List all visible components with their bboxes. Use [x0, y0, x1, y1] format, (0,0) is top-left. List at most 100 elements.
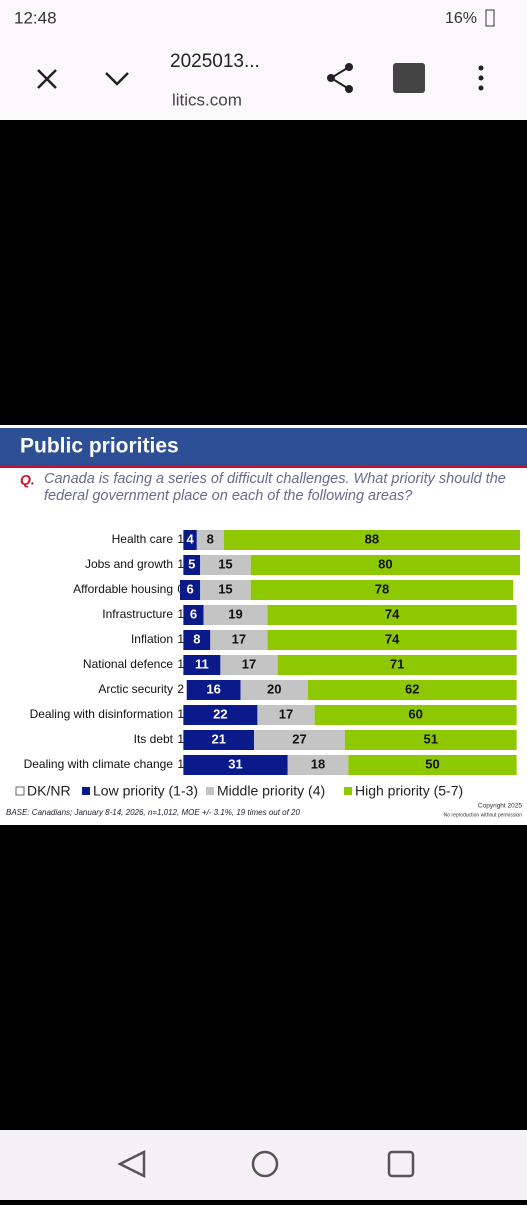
- question: Canada is facing a series of difficult c…: [44, 471, 506, 504]
- value-label: 2: [177, 682, 184, 696]
- bar-segment: [180, 680, 187, 700]
- legend-swatch: [206, 787, 214, 795]
- value-label: 17: [232, 631, 246, 646]
- value-label: 1: [177, 607, 184, 621]
- value-label: 17: [242, 656, 256, 671]
- value-label: 74: [385, 606, 400, 621]
- bar-segment: [200, 580, 251, 600]
- nav-bar: [0, 1130, 527, 1200]
- bar-segment: [240, 680, 308, 700]
- bar-segment: [180, 755, 184, 775]
- bar-segment: [180, 655, 184, 675]
- bar-segment: [196, 530, 224, 550]
- value-label: 18: [311, 756, 325, 771]
- value-label: 1: [177, 657, 184, 671]
- bar-segment: [200, 555, 251, 575]
- value-label: 62: [405, 681, 419, 696]
- category-label: Affordable housing: [73, 582, 173, 596]
- battery-icon: [485, 9, 495, 27]
- value-label: 17: [279, 706, 293, 721]
- value-label: 1: [177, 757, 184, 771]
- menu-button[interactable]: [478, 65, 484, 91]
- category-label: Arctic security: [98, 682, 173, 696]
- bar-segment: [183, 705, 258, 725]
- value-label: 19: [228, 606, 242, 621]
- category-label: Its debt: [134, 732, 174, 746]
- category-label: Infrastructure: [102, 607, 173, 621]
- category-label: Jobs and growth: [85, 557, 173, 571]
- value-label: 74: [385, 631, 400, 646]
- home-button[interactable]: [251, 1150, 279, 1178]
- bar-segment: [267, 605, 517, 625]
- legend-swatch: [82, 787, 90, 795]
- bar-segment: [180, 530, 184, 550]
- translate-button[interactable]: [393, 63, 425, 93]
- value-label: 16: [206, 681, 220, 696]
- value-label: 20: [267, 681, 281, 696]
- bar-segment: [180, 630, 184, 650]
- recents-button[interactable]: [387, 1150, 415, 1178]
- bar-segment: [183, 530, 197, 550]
- value-label: 15: [218, 581, 232, 596]
- legend-swatch: [15, 786, 25, 796]
- legend-label: Middle priority (4): [217, 783, 325, 799]
- value-label: 51: [424, 731, 438, 746]
- bar-segment: [223, 530, 520, 550]
- value-label: 6: [186, 581, 193, 596]
- value-label: 71: [390, 656, 404, 671]
- value-label: 4: [186, 531, 194, 546]
- base-note: BASE: Canadians; January 8-14, 2026, n=1…: [6, 808, 301, 817]
- bar-segment: [254, 730, 345, 750]
- bar-segment: [257, 705, 315, 725]
- value-label: 1: [177, 632, 184, 646]
- value-label: 31: [228, 756, 242, 771]
- clock: 12:48: [14, 8, 57, 27]
- chart-header: [0, 428, 527, 465]
- category-label: National defence: [83, 657, 173, 671]
- back-button[interactable]: [117, 1149, 146, 1179]
- question-marker: Q.: [20, 472, 35, 488]
- bar-segment: [183, 730, 255, 750]
- value-label: 5: [188, 556, 195, 571]
- category-label: Dealing with climate change: [24, 757, 174, 771]
- legend-label: High priority (5-7): [355, 783, 463, 799]
- bar-segment: [180, 580, 201, 600]
- value-label: 11: [195, 656, 209, 671]
- value-label: 78: [375, 581, 389, 596]
- bar-segment: [250, 555, 521, 575]
- share-button[interactable]: [327, 63, 353, 93]
- value-label: 8: [193, 631, 200, 646]
- category-label: Health care: [112, 532, 174, 546]
- bar-segment: [183, 630, 211, 650]
- value-label: 88: [365, 531, 379, 546]
- bar-segment: [348, 755, 517, 775]
- bar-segment: [344, 730, 517, 750]
- value-label: 1: [177, 732, 184, 746]
- page-title: 2025013...: [170, 51, 260, 72]
- value-label: 8: [207, 531, 214, 546]
- value-label: 22: [213, 706, 227, 721]
- bar-segment: [203, 605, 268, 625]
- question-box: Canada is facing a series of difficult c…: [44, 471, 506, 504]
- legend-label: Low priority (1-3): [93, 783, 198, 799]
- expand-button[interactable]: [105, 72, 129, 86]
- bar-segment: [183, 755, 288, 775]
- close-button[interactable]: [37, 69, 57, 89]
- bar-segment: [183, 655, 221, 675]
- bar-segment: [210, 630, 268, 650]
- category-label: Dealing with disinformation: [30, 707, 173, 721]
- chart-title: Public priorities: [20, 435, 179, 458]
- legend-label: DK/NR: [27, 783, 71, 799]
- top-bar: [0, 0, 527, 120]
- copyright-note: No reproduction without permission: [444, 812, 523, 818]
- bar-segment: [277, 655, 517, 675]
- bar-segment: [180, 730, 184, 750]
- category-label: Inflation: [131, 632, 173, 646]
- bar-segment: [307, 680, 517, 700]
- value-label: 27: [292, 731, 306, 746]
- copyright: Copyright 2025: [478, 803, 522, 810]
- bar-segment: [250, 580, 514, 600]
